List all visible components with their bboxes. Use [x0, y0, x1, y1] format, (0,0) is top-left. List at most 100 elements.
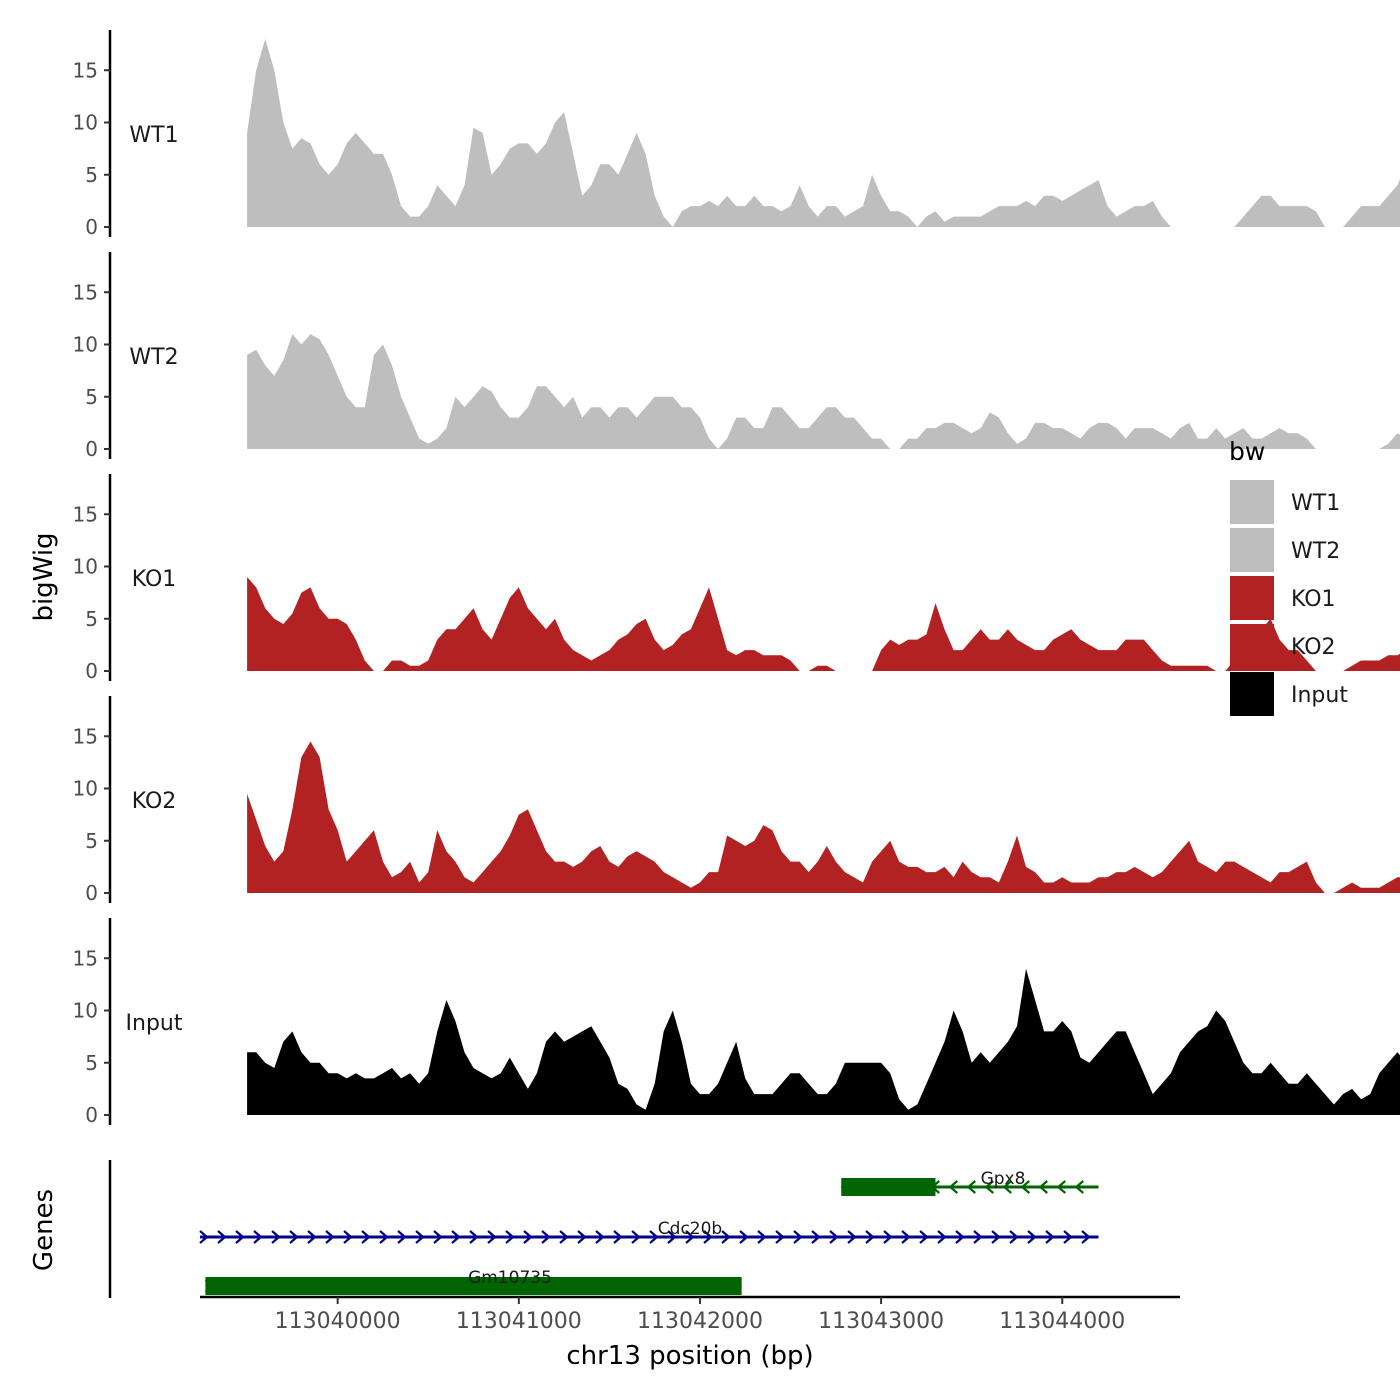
y-tick-label: 10: [73, 555, 98, 579]
legend-label-wt2: WT2: [1291, 539, 1340, 564]
gene-gpx8: Gpx8: [840, 1169, 1099, 1196]
strand-arrow: [469, 1230, 479, 1244]
legend: bw WT1 WT2 KO1 KO2 Input: [1229, 437, 1348, 716]
strand-arrow: [631, 1230, 641, 1244]
y-tick-label: 15: [73, 946, 98, 970]
strand-arrow: [721, 1230, 731, 1244]
strand-arrow: [793, 1230, 803, 1244]
area-input: [247, 968, 1400, 1115]
strand-arrow: [937, 1230, 947, 1244]
strand-arrow: [1009, 1230, 1019, 1244]
track-input: 0 5 10 15 Input: [73, 918, 1400, 1127]
area-wt2: [247, 334, 1400, 449]
strand-arrow: [1038, 1180, 1048, 1194]
strand-arrow: [379, 1230, 389, 1244]
genes-track: Gpx8 Cdc20b Gm10735: [108, 1160, 1099, 1298]
strand-arrow: [289, 1230, 299, 1244]
strand-arrow: [307, 1230, 317, 1244]
area-wt1: [247, 38, 1400, 227]
strand-arrow: [487, 1230, 497, 1244]
strand-arrow: [1081, 1230, 1091, 1244]
y-tick-label: 10: [73, 999, 98, 1023]
track-label-wt2: WT2: [129, 345, 178, 370]
strand-arrow: [919, 1230, 929, 1244]
strand-arrow: [397, 1230, 407, 1244]
y-tick-label: 5: [85, 607, 98, 631]
strand-arrow: [1020, 1180, 1030, 1194]
strand-arrow: [343, 1230, 353, 1244]
strand-arrow: [948, 1180, 958, 1194]
area-ko1: [247, 577, 1400, 671]
strand-arrow: [577, 1230, 587, 1244]
y-tick-label: 0: [85, 215, 98, 239]
genes-axis-title: Genes: [29, 1189, 59, 1271]
legend-label-input: Input: [1291, 683, 1348, 708]
strand-arrow: [966, 1180, 976, 1194]
y-tick-label: 10: [73, 333, 98, 357]
strand-arrow: [271, 1230, 281, 1244]
tracks-group: 0 5 10 15 WT1 0 5 10 15 WT2 0 5 10 15 KO1 0 5 10 15 KO2 0 5 10…: [73, 30, 1400, 1127]
strand-arrow: [739, 1230, 749, 1244]
track-label-ko1: KO1: [132, 567, 177, 592]
strand-arrow: [667, 1230, 677, 1244]
track-label-ko2: KO2: [132, 789, 177, 814]
legend-swatch-input: [1230, 672, 1274, 716]
legend-swatch-ko2: [1230, 624, 1274, 668]
x-tick-label: 113043000: [818, 1309, 944, 1334]
strand-arrow: [1056, 1180, 1066, 1194]
strand-arrow: [649, 1230, 659, 1244]
track-wt1: 0 5 10 15 WT1: [73, 30, 1400, 239]
strand-arrow: [1002, 1180, 1012, 1194]
legend-title: bw: [1229, 437, 1265, 466]
x-tick-label: 113044000: [999, 1309, 1125, 1334]
x-tick-label: 113041000: [456, 1309, 582, 1334]
legend-swatch-ko1: [1230, 576, 1274, 620]
legend-label-ko1: KO1: [1291, 587, 1336, 612]
strand-arrow: [199, 1230, 209, 1244]
y-tick-label: 5: [85, 829, 98, 853]
strand-arrow: [1045, 1230, 1055, 1244]
gene-gm10735: Gm10735: [204, 1268, 742, 1295]
legend-label-wt1: WT1: [1291, 491, 1340, 516]
strand-arrow: [505, 1230, 515, 1244]
strand-arrow: [523, 1230, 533, 1244]
area-ko2: [247, 741, 1400, 893]
y-tick-label: 5: [85, 385, 98, 409]
y-tick-label: 15: [73, 280, 98, 304]
gene-exon: [841, 1178, 936, 1196]
y-tick-label: 0: [85, 659, 98, 683]
x-axis: 113040000 113041000 113042000 113043000 1130…: [200, 1295, 1180, 1334]
strand-arrow: [433, 1230, 443, 1244]
track-label-input: Input: [126, 1011, 183, 1036]
strand-arrow: [559, 1230, 569, 1244]
gene-exon: [205, 1277, 742, 1295]
strand-arrow: [1074, 1180, 1084, 1194]
strand-arrow: [361, 1230, 371, 1244]
x-tick-label: 113042000: [637, 1309, 763, 1334]
strand-arrow: [955, 1230, 965, 1244]
strand-arrow: [541, 1230, 551, 1244]
y-tick-label: 5: [85, 163, 98, 187]
strand-arrow: [829, 1230, 839, 1244]
track-label-wt1: WT1: [129, 123, 178, 148]
legend-label-ko2: KO2: [1291, 635, 1336, 660]
y-tick-label: 10: [73, 777, 98, 801]
strand-arrow: [685, 1230, 695, 1244]
strand-arrow: [865, 1230, 875, 1244]
y-tick-label: 5: [85, 1051, 98, 1075]
x-tick-label: 113040000: [275, 1309, 401, 1334]
strand-arrow: [325, 1230, 335, 1244]
strand-arrow: [595, 1230, 605, 1244]
gene-label-gpx8: Gpx8: [981, 1169, 1026, 1189]
strand-arrow: [991, 1230, 1001, 1244]
strand-arrow: [1027, 1230, 1037, 1244]
x-axis-title: chr13 position (bp): [566, 1341, 813, 1371]
y-tick-label: 15: [73, 58, 98, 82]
strand-arrow: [901, 1230, 911, 1244]
y-tick-label: 0: [85, 881, 98, 905]
gene-label-cdc20b: Cdc20b: [658, 1219, 722, 1239]
gene-label-gm10735: Gm10735: [468, 1268, 552, 1288]
strand-arrow: [253, 1230, 263, 1244]
strand-arrow: [235, 1230, 245, 1244]
